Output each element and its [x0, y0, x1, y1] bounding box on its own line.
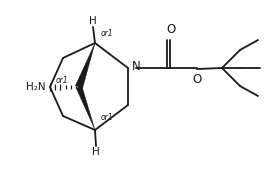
Text: H: H [89, 16, 97, 26]
Text: or1: or1 [56, 76, 69, 85]
Text: or1: or1 [101, 29, 114, 38]
Text: or1: or1 [101, 113, 114, 122]
Polygon shape [76, 86, 95, 130]
Text: H: H [92, 147, 100, 157]
Polygon shape [75, 43, 95, 88]
Text: H₂N: H₂N [26, 82, 46, 92]
Text: O: O [192, 73, 202, 86]
Text: N: N [132, 61, 141, 74]
Text: O: O [166, 23, 176, 36]
